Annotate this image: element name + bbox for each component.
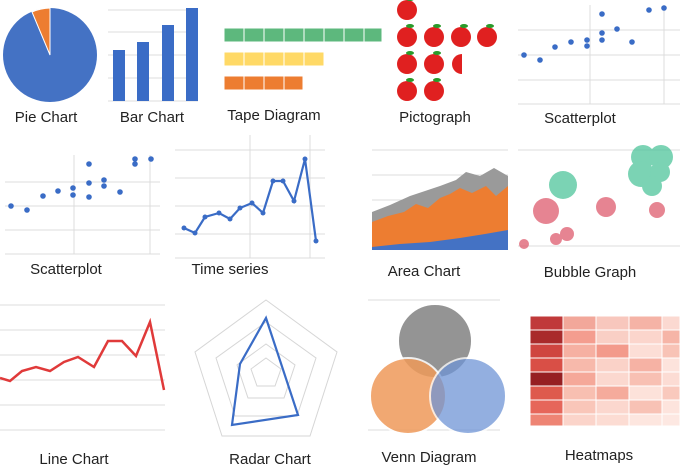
line-icon bbox=[0, 304, 166, 431]
tape-icon bbox=[223, 27, 383, 91]
caption: Pictograph bbox=[399, 109, 471, 126]
caption: Heatmaps bbox=[565, 447, 633, 464]
caption: Venn Diagram bbox=[381, 449, 476, 466]
timeseries-icon bbox=[175, 135, 325, 259]
caption: Bar Chart bbox=[120, 109, 185, 126]
caption: Radar Chart bbox=[229, 451, 312, 468]
pie-icon bbox=[3, 7, 97, 102]
bubble-icon bbox=[518, 145, 680, 249]
caption: Area Chart bbox=[388, 263, 461, 280]
radar-icon bbox=[194, 299, 338, 437]
caption: Pie Chart bbox=[15, 109, 78, 126]
pictograph-icon bbox=[397, 0, 497, 101]
caption: Time series bbox=[192, 261, 269, 278]
area-icon bbox=[372, 149, 508, 250]
venn-icon bbox=[368, 299, 507, 435]
caption: Scatterplot bbox=[30, 261, 103, 278]
caption: Tape Diagram bbox=[227, 107, 320, 124]
scatter-icon bbox=[518, 5, 680, 105]
caption: Line Chart bbox=[39, 451, 109, 468]
bar-icon bbox=[108, 8, 198, 102]
heatmap-icon bbox=[529, 315, 680, 427]
caption: Scatterplot bbox=[544, 110, 617, 127]
scatter-icon bbox=[5, 155, 160, 255]
caption: Bubble Graph bbox=[544, 264, 637, 281]
